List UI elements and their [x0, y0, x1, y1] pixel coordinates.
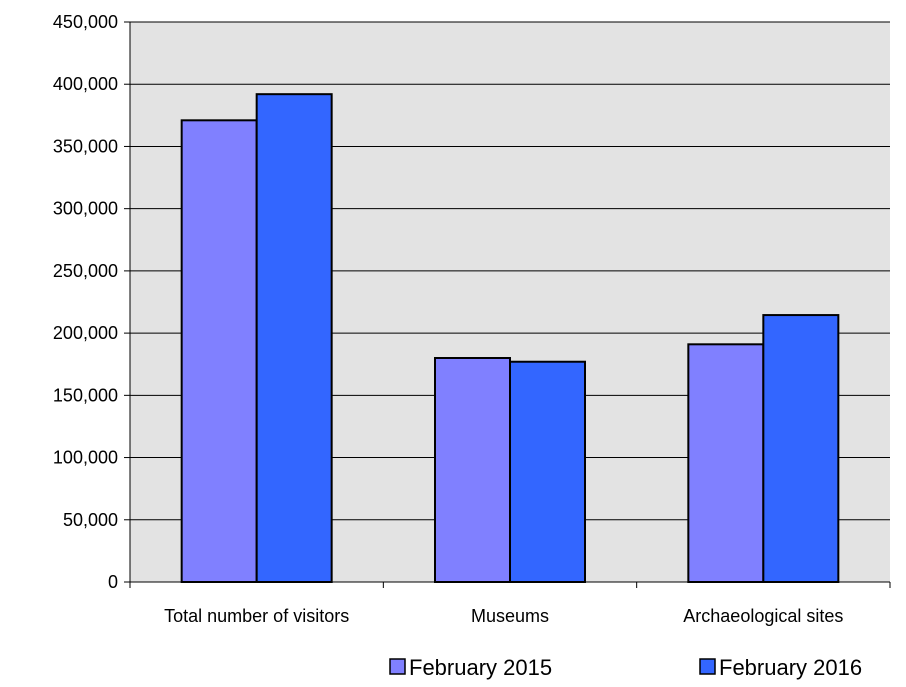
y-tick-label: 100,000: [53, 448, 118, 468]
y-tick-label: 250,000: [53, 261, 118, 281]
bar-feb-2015: [687, 343, 765, 583]
bar-feb-2016: [509, 360, 586, 583]
bar-feb-2016: [762, 314, 840, 583]
y-tick-label: 450,000: [53, 12, 118, 32]
bar-feb-2015: [434, 357, 511, 583]
bar-feb-2016: [255, 93, 333, 584]
y-tick-label: 150,000: [53, 385, 118, 405]
y-tick-label: 200,000: [53, 323, 118, 343]
x-tick-label: Museums: [471, 606, 549, 626]
x-tick-label: Total number of visitors: [164, 606, 349, 626]
legend: February 2015 February 2016: [389, 655, 862, 680]
legend-label: February 2016: [719, 655, 862, 680]
y-tick-label: 400,000: [53, 74, 118, 94]
bar-feb-2015: [180, 119, 258, 584]
y-tick-label: 300,000: [53, 199, 118, 219]
x-tick-label: Archaeological sites: [683, 606, 843, 626]
y-tick-label: 350,000: [53, 136, 118, 156]
legend-swatch: [389, 658, 406, 675]
y-axis-ticks: 0 50,000 100,000 150,000 200,000 250,000 300,0…: [53, 12, 130, 592]
y-tick-label: 0: [108, 572, 118, 592]
legend-label: February 2015: [409, 655, 552, 680]
y-tick-label: 50,000: [63, 510, 118, 530]
legend-swatch: [699, 658, 716, 675]
x-axis-ticks: Total number of visitors Museums Archaeolo…: [129, 582, 891, 626]
bars: [180, 93, 840, 584]
